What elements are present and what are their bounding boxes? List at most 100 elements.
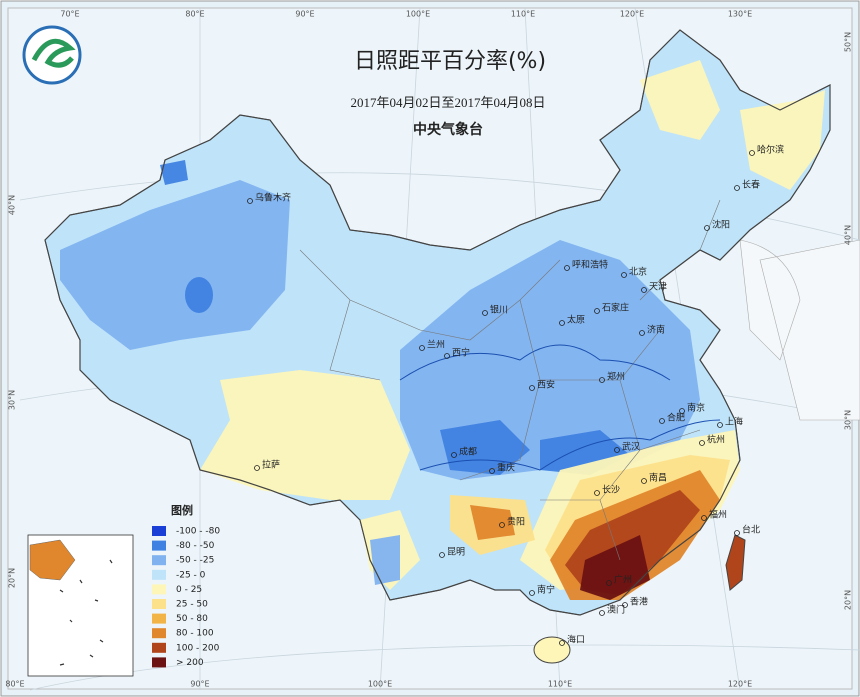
lon-label: 110°E (511, 10, 535, 19)
city-marker (482, 310, 488, 316)
lat-label: 40°N (8, 195, 17, 215)
lon-label: 70°E (60, 10, 79, 19)
city-marker (717, 422, 723, 428)
city-marker (247, 198, 253, 204)
city-label: 广州 (614, 574, 632, 586)
city-marker (734, 185, 740, 191)
city-marker (529, 590, 535, 596)
sunshine-area (740, 90, 825, 190)
city-marker (599, 610, 605, 616)
city-label: 南昌 (649, 472, 667, 484)
city-marker (614, 447, 620, 453)
city-marker (641, 478, 647, 484)
lon-label: 110°E (548, 680, 572, 689)
legend-swatch (152, 569, 166, 580)
city-marker (704, 225, 710, 231)
city-label: 兰州 (427, 339, 445, 351)
agency: 中央气象台 (413, 121, 483, 138)
city-label: 贵阳 (507, 516, 525, 528)
legend-label: -50 - -25 (176, 556, 214, 566)
city-marker (559, 640, 565, 646)
legend-title: 图例 (171, 503, 193, 517)
city-label: 西宁 (452, 347, 470, 359)
city-label: 天津 (649, 282, 667, 293)
lon-label: 90°E (295, 10, 314, 19)
legend-label: -80 - -50 (176, 541, 215, 551)
title: 日照距平百分率(%) (354, 49, 546, 74)
city-marker (699, 440, 705, 446)
city-label: 太原 (567, 314, 585, 326)
period: 2017年04月02日至2017年04月08日 (350, 95, 545, 110)
city-marker (679, 408, 685, 414)
city-label: 海口 (567, 634, 585, 646)
city-marker (734, 530, 740, 536)
city-marker (489, 468, 495, 474)
city-marker (659, 418, 665, 424)
inset (27, 534, 134, 677)
city-marker (701, 515, 707, 521)
lat-label: 30°N (844, 410, 853, 430)
city-label: 昆明 (447, 547, 465, 558)
legend-swatch (152, 555, 166, 566)
city-label: 银川 (490, 304, 508, 316)
legend-label: 0 - 25 (176, 585, 202, 595)
lon-label: 120°E (728, 680, 752, 689)
city-label: 乌鲁木齐 (255, 192, 291, 204)
province-lines (299, 199, 721, 561)
city-label: 武汉 (622, 441, 640, 453)
legend-swatch (152, 642, 166, 653)
legend-label: -25 - 0 (176, 570, 206, 580)
city-label: 南宁 (537, 584, 555, 596)
lat-label: 20°N (8, 568, 17, 588)
legend-label: 50 - 80 (176, 614, 208, 624)
lon-label: 100°E (368, 680, 392, 689)
legend-swatch (152, 657, 166, 668)
city-marker (254, 465, 260, 471)
lon-label: 100°E (406, 10, 430, 19)
city-label: 长春 (742, 179, 760, 191)
lat-label: 50°N (844, 32, 853, 52)
city-label: 石家庄 (602, 302, 629, 314)
sunshine-area (185, 277, 213, 313)
lat-label: 20°N (844, 590, 853, 610)
city-label: 拉萨 (262, 459, 280, 471)
logo (22, 25, 82, 85)
city-label: 哈尔滨 (757, 144, 784, 156)
lon-label: 90°E (190, 680, 209, 689)
taiwan (725, 534, 746, 591)
city-label: 长沙 (602, 484, 620, 496)
city-marker (599, 377, 605, 383)
city-label: 郑州 (607, 371, 625, 383)
legend-label: > 200 (176, 658, 204, 668)
lon-label: 120°E (620, 10, 644, 19)
city-marker (444, 353, 450, 359)
lon-label: 80°E (5, 680, 24, 689)
legend-swatch (152, 613, 166, 624)
legend-label: 25 - 50 (176, 600, 208, 610)
city-label: 西安 (537, 379, 555, 391)
city-label: 福州 (709, 509, 727, 521)
city-label: 沈阳 (712, 219, 730, 231)
city-marker (529, 385, 535, 391)
sunshine-area (640, 60, 720, 140)
legend-swatch (152, 628, 166, 639)
hainan (533, 636, 571, 664)
legend-swatch (152, 584, 166, 595)
sunshine-area (60, 180, 290, 350)
city-marker (564, 265, 570, 271)
city-marker (499, 522, 505, 528)
sunshine-area (580, 535, 650, 600)
city-label: 北京 (629, 266, 647, 278)
city-marker (594, 490, 600, 496)
city-marker (639, 330, 645, 336)
city-label: 南京 (687, 402, 705, 414)
city-marker (621, 272, 627, 278)
city-label: 上海 (725, 416, 743, 428)
rivers (399, 344, 721, 471)
city-marker (641, 287, 647, 293)
city-label: 澳门 (607, 604, 625, 616)
legend-label: 100 - 200 (176, 643, 220, 653)
city-label: 成都 (459, 446, 477, 458)
